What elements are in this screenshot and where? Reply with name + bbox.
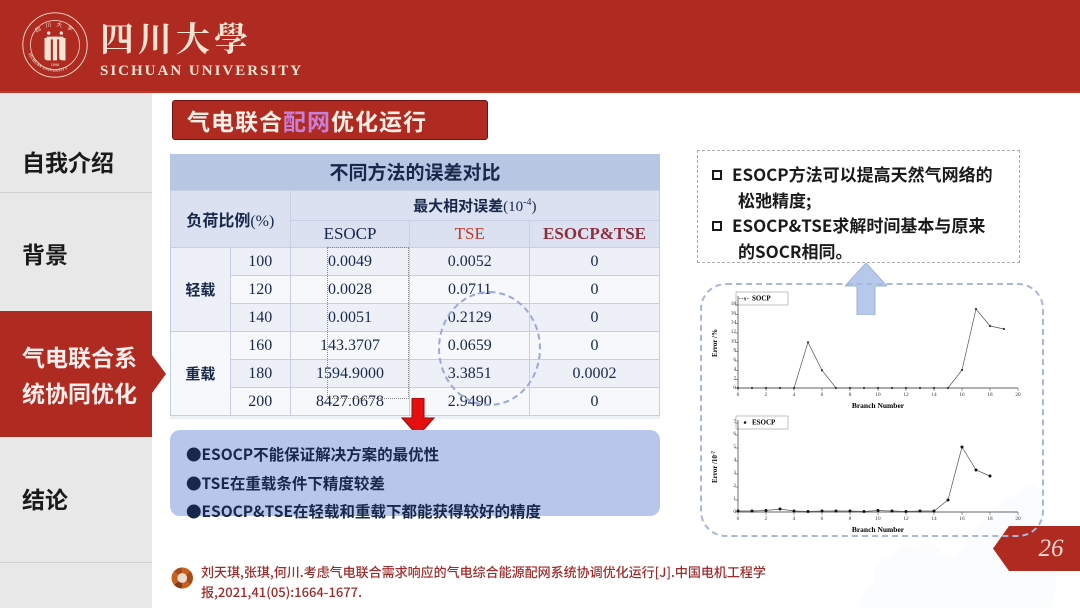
svg-text:12: 12 — [903, 392, 909, 398]
svg-text:10: 10 — [875, 516, 881, 522]
svg-text:Branch Number: Branch Number — [852, 401, 905, 410]
svg-text:14: 14 — [731, 320, 737, 326]
svg-text:18: 18 — [731, 301, 737, 307]
svg-text:4: 4 — [793, 392, 796, 398]
svg-text:7: 7 — [733, 419, 736, 425]
svg-text:20: 20 — [1015, 392, 1021, 398]
svg-text:4: 4 — [733, 366, 736, 372]
svg-text:0: 0 — [737, 516, 740, 522]
svg-text:6: 6 — [733, 431, 736, 437]
svg-text:14: 14 — [931, 516, 937, 522]
svg-text:4: 4 — [733, 457, 736, 463]
svg-text:SOCP: SOCP — [752, 295, 771, 303]
svg-text:12: 12 — [903, 516, 909, 522]
svg-text:2: 2 — [765, 392, 768, 398]
svg-text:16: 16 — [959, 516, 965, 522]
svg-text:5: 5 — [733, 444, 736, 450]
svg-text:0: 0 — [737, 392, 740, 398]
svg-text:Branch Number: Branch Number — [852, 525, 905, 534]
svg-text:12: 12 — [731, 329, 737, 335]
svg-text:8: 8 — [733, 348, 736, 354]
svg-text:2: 2 — [765, 516, 768, 522]
svg-text:8: 8 — [849, 392, 852, 398]
svg-text:10: 10 — [731, 338, 737, 344]
svg-text:10: 10 — [875, 392, 881, 398]
svg-text:6: 6 — [821, 516, 824, 522]
svg-text:6: 6 — [821, 392, 824, 398]
svg-text:18: 18 — [987, 392, 993, 398]
svg-text:16: 16 — [731, 310, 737, 316]
svg-text:2: 2 — [733, 483, 736, 489]
svg-text:16: 16 — [959, 392, 965, 398]
svg-text:2: 2 — [733, 376, 736, 382]
svg-text:6: 6 — [733, 357, 736, 363]
svg-text:ESOCP: ESOCP — [752, 419, 776, 427]
svg-text:1896: 1896 — [51, 63, 60, 67]
svg-text:四川大学: 四川大学 — [33, 20, 78, 36]
svg-text:Error /%: Error /% — [711, 329, 719, 357]
svg-text:Error /10-7: Error /10-7 — [711, 450, 719, 483]
svg-text:14: 14 — [931, 392, 937, 398]
svg-text:3: 3 — [733, 470, 736, 476]
svg-text:x: x — [744, 297, 747, 303]
svg-text:20: 20 — [1015, 516, 1021, 522]
svg-text:4: 4 — [793, 516, 796, 522]
svg-text:8: 8 — [849, 516, 852, 522]
svg-text:1: 1 — [733, 496, 736, 502]
svg-text:18: 18 — [987, 516, 993, 522]
